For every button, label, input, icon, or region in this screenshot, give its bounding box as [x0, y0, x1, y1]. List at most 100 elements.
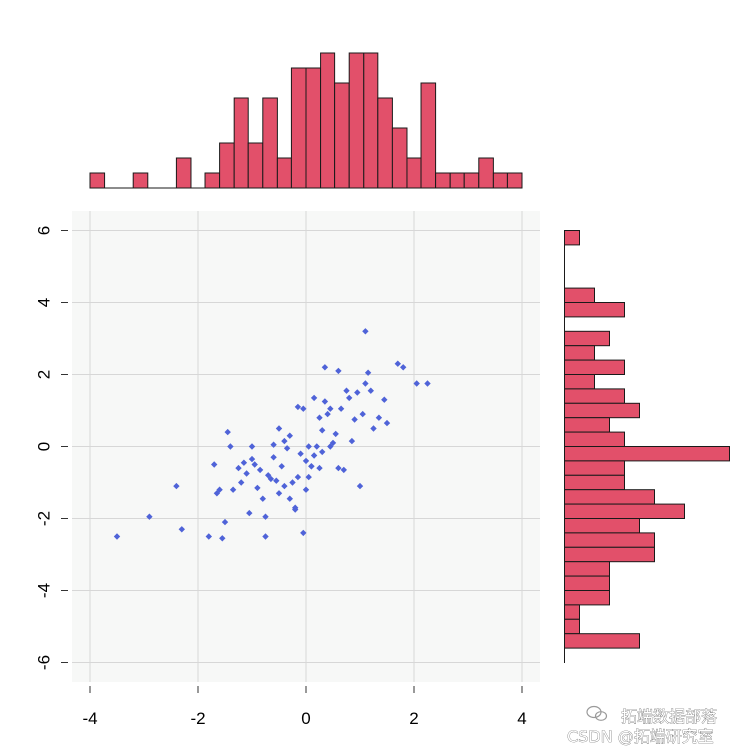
right-hist-bar-16 — [564, 460, 625, 476]
right-marginal-histogram — [564, 230, 730, 649]
right-hist-bar-14 — [564, 431, 625, 448]
top-hist-bar-0 — [89, 172, 106, 189]
scatter-point-3 — [178, 526, 185, 533]
scatter-point-37 — [286, 432, 293, 439]
top-hist-bar-12 — [262, 97, 278, 189]
top-marginal-histogram — [89, 52, 523, 189]
y-tick-label-4: -2 — [35, 511, 54, 526]
top-hist-bar-25 — [449, 172, 465, 189]
top-hist-bar-16 — [320, 52, 336, 189]
top-hist-bar-8 — [204, 172, 221, 189]
scatter-point-63 — [337, 405, 345, 412]
scatter-point-22 — [259, 495, 266, 502]
scatter-point-26 — [267, 475, 275, 483]
top-hist-bar-18 — [348, 52, 365, 189]
scatter-point-17 — [248, 455, 256, 463]
scatter-point-29 — [273, 477, 280, 484]
scatter-point-7 — [216, 486, 223, 493]
top-hist-bar-23 — [420, 82, 437, 189]
scatter-point-33 — [281, 482, 288, 490]
right-hist-bar-17 — [564, 474, 625, 491]
top-hist-bar-21 — [391, 127, 408, 189]
scatter-point-66 — [346, 394, 353, 402]
scatter-point-77 — [375, 414, 383, 421]
scatter-point-55 — [321, 398, 329, 405]
scatter-point-32 — [278, 463, 285, 470]
top-hist-bar-26 — [463, 172, 480, 189]
scatter-point-40 — [292, 506, 299, 513]
scatter-point-28 — [270, 441, 277, 448]
right-hist-bar-22 — [564, 546, 655, 563]
scatter-point-11 — [227, 443, 234, 450]
scatter-point-1 — [146, 513, 153, 520]
x-tick-label-1: -2 — [190, 709, 205, 728]
top-hist-bar-14 — [290, 67, 307, 189]
scatter-point-21 — [256, 466, 264, 474]
top-hist-bar-9 — [219, 142, 235, 189]
scatter-point-13 — [238, 479, 245, 486]
right-hist-bar-23 — [564, 561, 610, 577]
scatter-point-43 — [300, 529, 307, 537]
y-tick-label-3: 0 — [35, 442, 54, 451]
scatter-point-54 — [319, 448, 326, 456]
scatter-point-56 — [321, 364, 329, 371]
scatter-point-82 — [413, 380, 420, 387]
scatter-point-60 — [329, 439, 337, 447]
x-axis-ticks — [89, 686, 523, 693]
scatter-point-64 — [340, 466, 347, 474]
watermark: 拓端数据部落 CSDN @拓端研究室 — [567, 705, 717, 746]
scatter-point-62 — [335, 367, 342, 375]
scatter-point-27 — [270, 454, 277, 461]
top-hist-bar-22 — [406, 157, 422, 189]
scatter-point-35 — [283, 445, 291, 452]
scatter-point-42 — [297, 450, 304, 457]
x-tick-label-3: 2 — [409, 709, 418, 728]
scatter-point-71 — [359, 410, 366, 418]
scatter-point-31 — [275, 425, 283, 432]
scatter-point-14 — [240, 459, 248, 466]
scatter-point-50 — [310, 394, 318, 402]
scatter-point-86 — [300, 405, 307, 412]
scatter-point-87 — [319, 427, 326, 434]
scatter-point-20 — [254, 484, 261, 492]
scatter-point-70 — [356, 482, 364, 490]
top-hist-bar-28 — [492, 172, 508, 189]
y-tick-label-1: 4 — [35, 298, 54, 307]
top-hist-bar-19 — [363, 52, 379, 189]
scatter-point-41 — [294, 473, 302, 481]
right-hist-bar-8 — [564, 345, 595, 361]
scatter-point-51 — [313, 443, 320, 450]
top-hist-bar-13 — [276, 157, 292, 189]
top-hist-bar-29 — [506, 172, 523, 189]
scatter-point-81 — [400, 364, 407, 371]
right-hist-bar-13 — [564, 417, 610, 433]
x-tick-label-0: -4 — [82, 709, 97, 728]
scatter-point-15 — [243, 470, 250, 477]
scatter-point-8 — [219, 535, 226, 542]
scatter-point-79 — [383, 419, 391, 427]
right-hist-bar-0 — [564, 230, 580, 246]
scatter-point-83 — [424, 380, 431, 387]
scatter-point-44 — [302, 486, 310, 493]
scatter-point-36 — [286, 495, 293, 502]
watermark-line-1: 拓端数据部落 — [621, 707, 717, 726]
right-hist-bar-25 — [564, 590, 610, 606]
right-hist-bar-20 — [564, 518, 640, 534]
scatter-point-23 — [262, 513, 269, 520]
scatter-point-61 — [332, 430, 339, 438]
y-axis-ticks — [61, 230, 68, 663]
scatter-point-78 — [381, 396, 388, 403]
right-hist-bar-12 — [564, 402, 640, 419]
y-tick-label-5: -4 — [35, 583, 54, 598]
scatter-point-72 — [362, 328, 369, 335]
y-tick-label-2: 2 — [35, 370, 54, 379]
top-hist-bar-20 — [377, 97, 393, 189]
x-axis-tick-labels: -4 -2 0 2 4 — [82, 709, 526, 728]
right-hist-bar-28 — [564, 633, 640, 649]
scatter-point-30 — [275, 490, 283, 497]
top-hist-bar-11 — [247, 142, 264, 189]
scatter-point-2 — [173, 482, 180, 490]
y-axis-tick-labels: 6 4 2 0 -2 -4 -6 — [35, 226, 54, 670]
top-hist-bar-10 — [233, 97, 249, 189]
scatter-point-49 — [308, 463, 315, 470]
